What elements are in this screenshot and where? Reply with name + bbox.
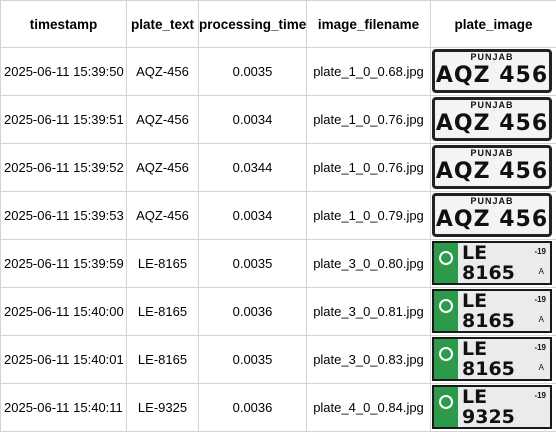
plate-region-text: PUNJAB [435, 148, 549, 159]
timestamp-cell[interactable]: 2025-06-11 15:39:50 [1, 48, 127, 96]
column-header-timestamp[interactable]: timestamp [1, 1, 127, 48]
processing-time-cell[interactable]: 0.0036 [199, 288, 307, 336]
plate-green-band [434, 243, 458, 283]
emblem-icon [439, 347, 453, 361]
plate-line1-text: LE [462, 291, 487, 312]
plate-text-cell[interactable]: LE-8165 [127, 288, 199, 336]
image-filename-cell[interactable]: plate_3_0_0.81.jpg [307, 288, 431, 336]
processing-time-cell[interactable]: 0.0344 [199, 144, 307, 192]
column-header-image-filename[interactable]: image_filename [307, 1, 431, 48]
processing-time-cell[interactable]: 0.0036 [199, 384, 307, 432]
plate-region-text: PUNJAB [435, 52, 549, 63]
plate-line1-text: LE [462, 339, 487, 360]
plate-green-band [434, 387, 458, 427]
plate-number-text: AQZ 456 [435, 159, 549, 185]
image-filename-cell[interactable]: plate_1_0_0.68.jpg [307, 48, 431, 96]
image-filename-cell[interactable]: plate_3_0_0.83.jpg [307, 336, 431, 384]
plate-line2-text: 9325 [462, 407, 515, 428]
plate-year-text: -19 [534, 295, 546, 304]
plate-region-text: PUNJAB [435, 100, 549, 111]
column-header-processing-time[interactable]: processing_time [199, 1, 307, 48]
plate-text-cell[interactable]: AQZ-456 [127, 144, 199, 192]
plate-green-band [434, 291, 458, 331]
timestamp-cell[interactable]: 2025-06-11 15:39:59 [1, 240, 127, 288]
processing-time-cell[interactable]: 0.0034 [199, 192, 307, 240]
processing-time-cell[interactable]: 0.0035 [199, 48, 307, 96]
plate-year-text: -19 [534, 247, 546, 256]
image-filename-cell[interactable]: plate_4_0_0.84.jpg [307, 384, 431, 432]
processing-time-cell[interactable]: 0.0034 [199, 96, 307, 144]
image-filename-cell[interactable]: plate_1_0_0.76.jpg [307, 96, 431, 144]
processing-time-cell[interactable]: 0.0035 [199, 240, 307, 288]
processing-time-cell[interactable]: 0.0035 [199, 336, 307, 384]
column-header-plate-image[interactable]: plate_image [431, 1, 556, 48]
timestamp-cell[interactable]: 2025-06-11 15:40:01 [1, 336, 127, 384]
plate-number-text: AQZ 456 [435, 63, 549, 89]
plate-text-cell[interactable]: LE-8165 [127, 240, 199, 288]
plate-text-cell[interactable]: AQZ-456 [127, 48, 199, 96]
plate-region-text: PUNJAB [435, 196, 549, 207]
plate-year-text: -19 [534, 343, 546, 352]
plate-mark-text: A [539, 315, 544, 324]
image-filename-cell[interactable]: plate_1_0_0.79.jpg [307, 192, 431, 240]
emblem-icon [439, 299, 453, 313]
plate-text-cell[interactable]: AQZ-456 [127, 96, 199, 144]
plate-mark-text: A [539, 363, 544, 372]
plate-line1-text: LE [462, 387, 487, 408]
emblem-icon [439, 251, 453, 265]
column-header-plate-text[interactable]: plate_text [127, 1, 199, 48]
plate-number-text: AQZ 456 [435, 111, 549, 137]
timestamp-cell[interactable]: 2025-06-11 15:39:53 [1, 192, 127, 240]
plate-number-text: AQZ 456 [435, 207, 549, 233]
plate-line1-text: LE [462, 243, 487, 264]
header-row: timestamp plate_text processing_time ima… [1, 1, 556, 48]
plate-year-text: -19 [534, 391, 546, 400]
image-filename-cell[interactable]: plate_3_0_0.80.jpg [307, 240, 431, 288]
timestamp-cell[interactable]: 2025-06-11 15:40:11 [1, 384, 127, 432]
image-filename-cell[interactable]: plate_1_0_0.76.jpg [307, 144, 431, 192]
timestamp-cell[interactable]: 2025-06-11 15:39:51 [1, 96, 127, 144]
timestamp-cell[interactable]: 2025-06-11 15:40:00 [1, 288, 127, 336]
plate-mark-text: A [539, 267, 544, 276]
plate-line2-text: 8165 [462, 311, 515, 332]
plate-line2-text: 8165 [462, 263, 515, 284]
timestamp-cell[interactable]: 2025-06-11 15:39:52 [1, 144, 127, 192]
plate-line2-text: 8165 [462, 359, 515, 380]
emblem-icon [439, 395, 453, 409]
plate-text-cell[interactable]: LE-8165 [127, 336, 199, 384]
plate-green-band [434, 339, 458, 379]
plate-text-cell[interactable]: LE-9325 [127, 384, 199, 432]
plate-text-cell[interactable]: AQZ-456 [127, 192, 199, 240]
